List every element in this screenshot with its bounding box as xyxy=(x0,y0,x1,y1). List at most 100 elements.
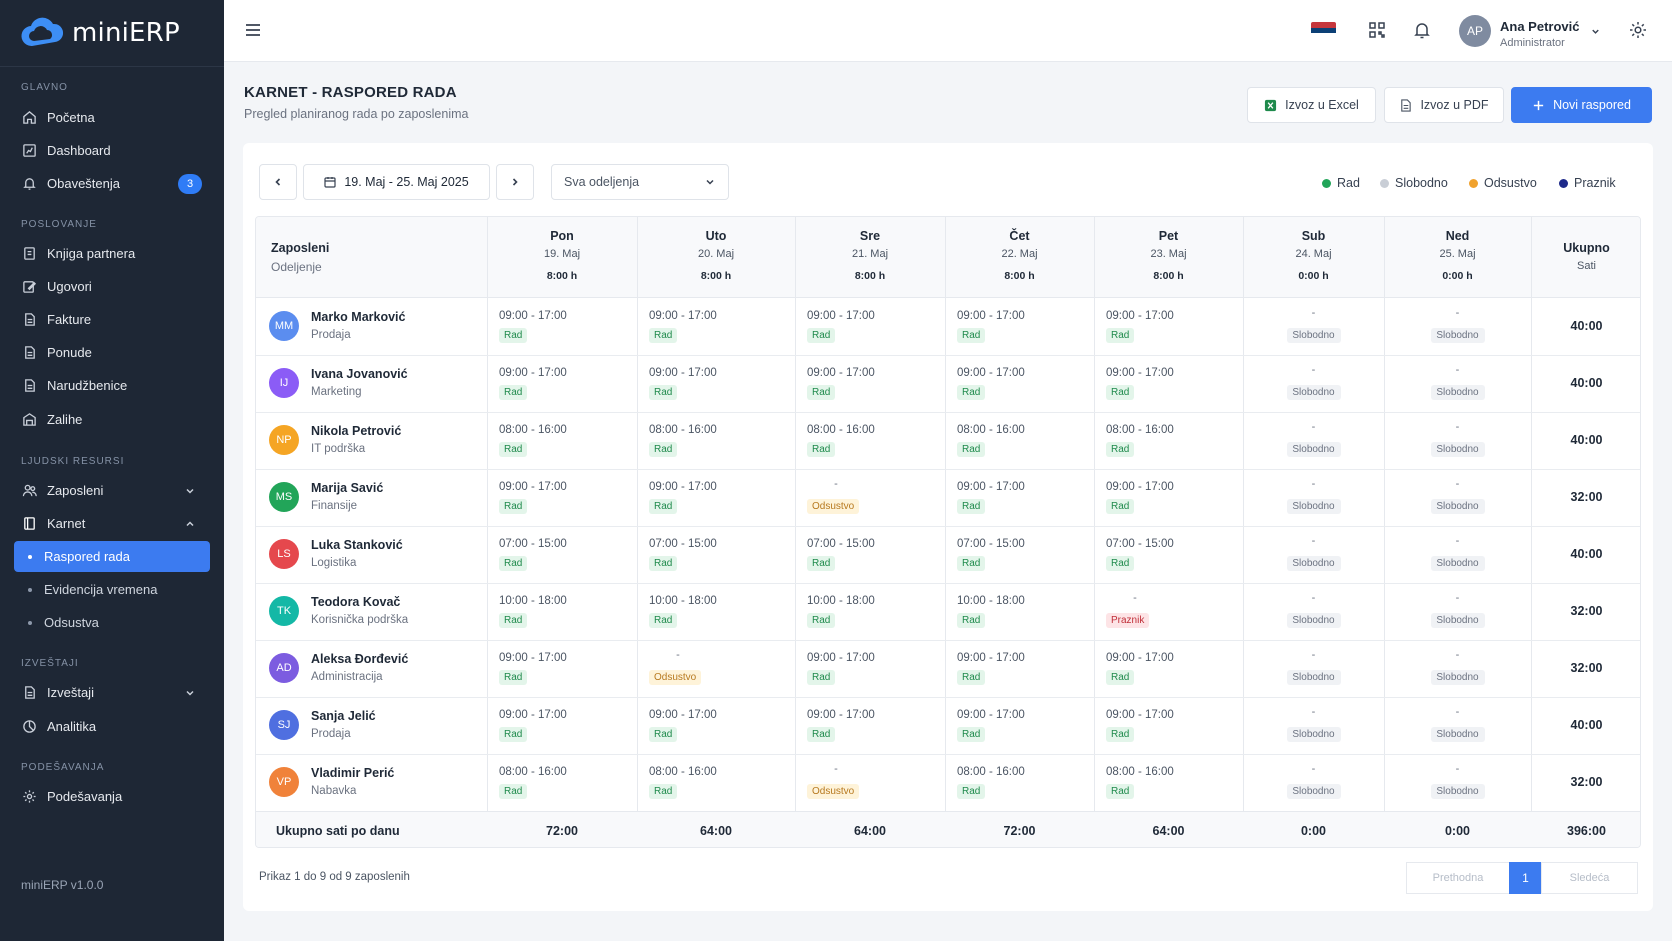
serbian-flag-icon[interactable] xyxy=(1311,22,1336,39)
sidebar-item-fakture[interactable]: Fakture xyxy=(14,304,210,335)
shift-empty[interactable]: - xyxy=(834,763,838,775)
date-range-picker[interactable]: 19. Maj - 25. Maj 2025 xyxy=(303,164,490,200)
shift-time[interactable]: 09:00 - 17:00 xyxy=(649,367,717,379)
shift-time[interactable]: 09:00 - 17:00 xyxy=(499,367,567,379)
shift-time[interactable]: 09:00 - 17:00 xyxy=(957,310,1025,322)
employee-name[interactable]: Ivana Jovanović xyxy=(311,367,408,381)
shift-time[interactable]: 09:00 - 17:00 xyxy=(1106,367,1174,379)
shift-time[interactable]: 08:00 - 16:00 xyxy=(499,424,567,436)
employee-name[interactable]: Teodora Kovač xyxy=(311,595,401,609)
employee-name[interactable]: Luka Stanković xyxy=(311,538,403,552)
shift-time[interactable]: 08:00 - 16:00 xyxy=(649,424,717,436)
shift-time[interactable]: 09:00 - 17:00 xyxy=(957,481,1025,493)
shift-time[interactable]: 07:00 - 15:00 xyxy=(499,538,567,550)
sidebar-item-pocetna[interactable]: Početna xyxy=(14,102,210,133)
sidebar-item-karnet[interactable]: Karnet xyxy=(14,508,210,539)
sidebar-item-zaposleni[interactable]: Zaposleni xyxy=(14,475,210,506)
pagination-next-button[interactable]: Sledeća xyxy=(1541,862,1638,894)
shift-time[interactable]: 09:00 - 17:00 xyxy=(807,652,875,664)
shift-empty[interactable]: - xyxy=(1455,364,1460,376)
shift-empty[interactable]: - xyxy=(1455,535,1460,547)
pagination-page-1[interactable]: 1 xyxy=(1509,862,1542,894)
employee-name[interactable]: Sanja Jelić xyxy=(311,709,376,723)
sidebar-item-evidencija-vremena[interactable]: Evidencija vremena xyxy=(14,574,210,605)
shift-empty[interactable]: - xyxy=(1455,649,1460,661)
prev-week-button[interactable] xyxy=(259,164,297,200)
sidebar-item-dashboard[interactable]: Dashboard xyxy=(14,135,210,166)
shift-empty[interactable]: - xyxy=(1455,706,1460,718)
shift-empty[interactable]: - xyxy=(676,649,680,661)
export-excel-button[interactable]: Izvoz u Excel xyxy=(1247,87,1376,123)
shift-time[interactable]: 09:00 - 17:00 xyxy=(807,709,875,721)
shift-empty[interactable]: - xyxy=(1455,307,1460,319)
employee-name[interactable]: Nikola Petrović xyxy=(311,424,402,438)
shift-time[interactable]: 10:00 - 18:00 xyxy=(649,595,717,607)
shift-time[interactable]: 10:00 - 18:00 xyxy=(807,595,875,607)
user-name[interactable]: Ana Petrović xyxy=(1500,19,1580,34)
shift-time[interactable]: 07:00 - 15:00 xyxy=(1106,538,1174,550)
shift-time[interactable]: 09:00 - 17:00 xyxy=(1106,709,1174,721)
shift-empty[interactable]: - xyxy=(1455,421,1460,433)
sidebar-item-analitika[interactable]: Analitika xyxy=(14,711,210,742)
chevron-down-icon[interactable] xyxy=(1590,26,1601,37)
shift-time[interactable]: 08:00 - 16:00 xyxy=(957,766,1025,778)
shift-empty[interactable]: - xyxy=(1311,364,1316,376)
bell-icon[interactable] xyxy=(1412,20,1432,40)
shift-time[interactable]: 10:00 - 18:00 xyxy=(499,595,567,607)
sidebar-item-podesavanja[interactable]: Podešavanja xyxy=(14,781,210,812)
sidebar-item-narudzbenice[interactable]: Narudžbenice xyxy=(14,370,210,401)
shift-empty[interactable]: - xyxy=(834,478,838,490)
shift-empty[interactable]: - xyxy=(1311,535,1316,547)
shift-time[interactable]: 08:00 - 16:00 xyxy=(807,424,875,436)
shift-empty[interactable]: - xyxy=(1311,307,1316,319)
shift-time[interactable]: 08:00 - 16:00 xyxy=(649,766,717,778)
shift-empty[interactable]: - xyxy=(1311,763,1316,775)
shift-time[interactable]: 09:00 - 17:00 xyxy=(499,481,567,493)
shift-time[interactable]: 08:00 - 16:00 xyxy=(957,424,1025,436)
shift-empty[interactable]: - xyxy=(1311,706,1316,718)
next-week-button[interactable] xyxy=(496,164,534,200)
sidebar-item-ugovori[interactable]: Ugovori xyxy=(14,271,210,302)
sidebar-item-izvestaji[interactable]: Izveštaji xyxy=(14,677,210,708)
shift-time[interactable]: 09:00 - 17:00 xyxy=(499,310,567,322)
shift-time[interactable]: 08:00 - 16:00 xyxy=(1106,766,1174,778)
employee-name[interactable]: Marko Marković xyxy=(311,310,406,324)
shift-time[interactable]: 09:00 - 17:00 xyxy=(807,367,875,379)
shift-empty[interactable]: - xyxy=(1455,478,1460,490)
sidebar-item-knjiga-partnera[interactable]: Knjiga partnera xyxy=(14,238,210,269)
shift-empty[interactable]: - xyxy=(1133,592,1137,604)
shift-time[interactable]: 09:00 - 17:00 xyxy=(957,652,1025,664)
qr-code-icon[interactable] xyxy=(1367,20,1387,40)
shift-empty[interactable]: - xyxy=(1455,763,1460,775)
shift-time[interactable]: 09:00 - 17:00 xyxy=(957,709,1025,721)
sidebar-item-obavestenja[interactable]: Obaveštenja 3 xyxy=(14,168,210,199)
employee-name[interactable]: Marija Savić xyxy=(311,481,384,495)
employee-name[interactable]: Vladimir Perić xyxy=(311,766,395,780)
shift-time[interactable]: 09:00 - 17:00 xyxy=(649,310,717,322)
gear-icon[interactable] xyxy=(1628,20,1648,40)
brand[interactable]: miniERP xyxy=(0,0,224,66)
shift-empty[interactable]: - xyxy=(1455,592,1460,604)
export-pdf-button[interactable]: Izvoz u PDF xyxy=(1384,87,1504,123)
shift-time[interactable]: 09:00 - 17:00 xyxy=(499,709,567,721)
shift-time[interactable]: 09:00 - 17:00 xyxy=(1106,310,1174,322)
shift-empty[interactable]: - xyxy=(1311,649,1316,661)
shift-empty[interactable]: - xyxy=(1311,592,1316,604)
shift-time[interactable]: 08:00 - 16:00 xyxy=(499,766,567,778)
pagination-prev-button[interactable]: Prethodna xyxy=(1406,862,1510,894)
shift-time[interactable]: 07:00 - 15:00 xyxy=(957,538,1025,550)
hamburger-menu-icon[interactable] xyxy=(244,21,262,39)
sidebar-item-ponude[interactable]: Ponude xyxy=(14,337,210,368)
shift-time[interactable]: 09:00 - 17:00 xyxy=(649,709,717,721)
shift-empty[interactable]: - xyxy=(1311,478,1316,490)
employee-name[interactable]: Aleksa Đorđević xyxy=(311,652,409,666)
shift-time[interactable]: 09:00 - 17:00 xyxy=(499,652,567,664)
shift-time[interactable]: 07:00 - 15:00 xyxy=(807,538,875,550)
shift-empty[interactable]: - xyxy=(1311,421,1316,433)
shift-time[interactable]: 09:00 - 17:00 xyxy=(1106,481,1174,493)
shift-time[interactable]: 09:00 - 17:00 xyxy=(957,367,1025,379)
shift-time[interactable]: 08:00 - 16:00 xyxy=(1106,424,1174,436)
shift-time[interactable]: 09:00 - 17:00 xyxy=(1106,652,1174,664)
sidebar-item-raspored-rada[interactable]: Raspored rada xyxy=(14,541,210,572)
sidebar-item-zalihe[interactable]: Zalihe xyxy=(14,404,210,435)
